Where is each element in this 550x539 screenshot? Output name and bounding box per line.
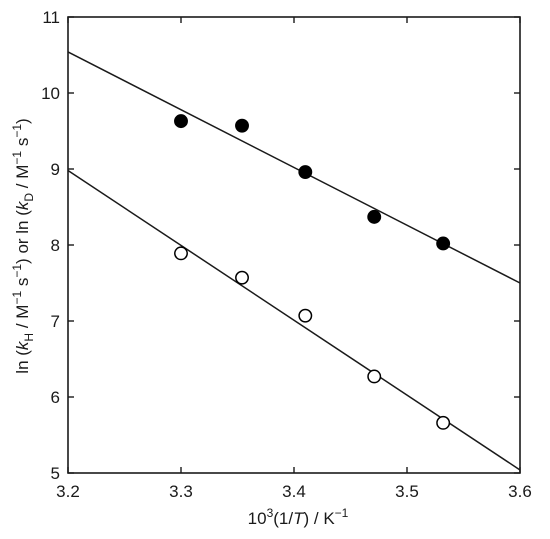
filled-point <box>298 165 313 179</box>
plot-frame <box>67 16 521 474</box>
y-tick-label: 6 <box>51 388 60 407</box>
open-point <box>436 415 451 430</box>
y-tick-label: 5 <box>51 464 60 483</box>
x-tick-label: 3.4 <box>282 482 306 501</box>
y-tick-label: 7 <box>51 312 60 331</box>
x-tick-label: 3.2 <box>56 482 80 501</box>
x-tick-label: 3.3 <box>169 482 193 501</box>
fit-line-series-1 <box>67 51 521 284</box>
open-point <box>174 246 188 261</box>
y-axis-label: ln (kH / M−1 s−1) or ln (kD / M−1 s−1) <box>10 118 36 373</box>
filled-point <box>367 209 382 224</box>
open-point <box>235 270 249 285</box>
y-tick-label: 9 <box>51 160 60 179</box>
filled-point <box>235 118 249 133</box>
y-tick-label: 10 <box>41 84 60 103</box>
data-points <box>174 114 451 430</box>
x-axis-label: 103(1/T) / K−1 <box>248 506 349 528</box>
filled-point <box>174 114 188 129</box>
plot-border <box>67 16 521 474</box>
y-tick-label: 11 <box>42 8 60 27</box>
open-point <box>298 308 313 323</box>
fit-lines <box>67 51 521 471</box>
axis-ticks: 3.2 3.3 3.4 3.5 3.6 5 6 7 8 9 10 11 <box>41 8 532 501</box>
x-tick-label: 3.6 <box>508 482 532 501</box>
open-point <box>367 369 382 384</box>
fit-line-series-2 <box>67 169 521 471</box>
filled-point <box>436 236 451 251</box>
y-tick-label: 8 <box>51 236 60 255</box>
x-tick-label: 3.5 <box>395 482 419 501</box>
